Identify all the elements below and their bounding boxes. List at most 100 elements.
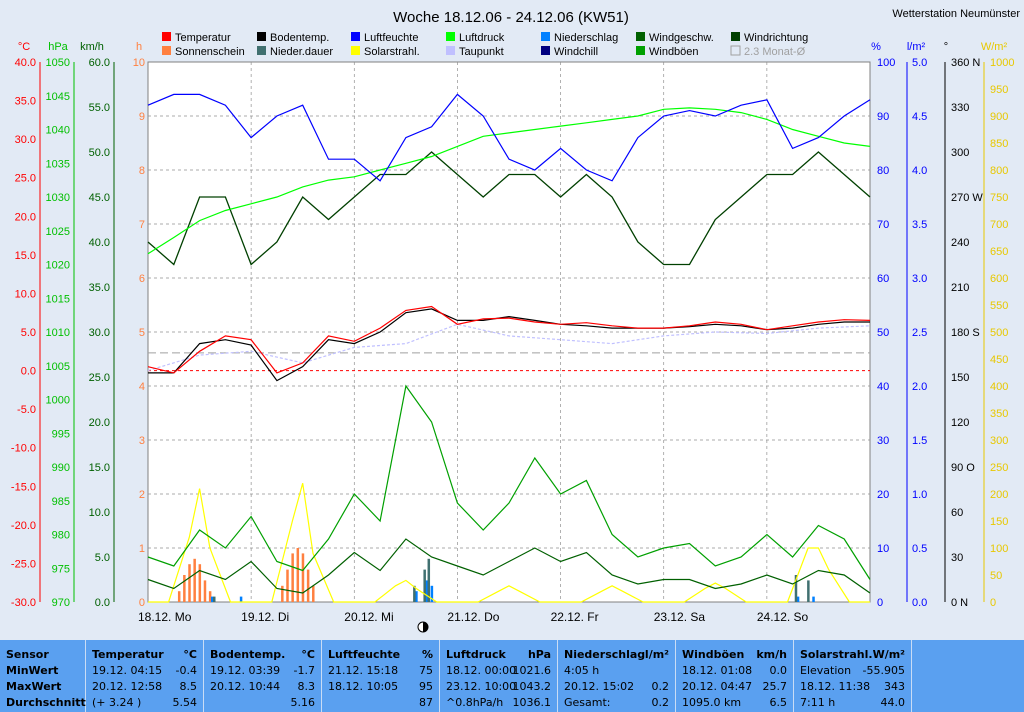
legend-swatch xyxy=(257,32,266,41)
axis-tick-temp: -20.0 xyxy=(11,520,36,532)
legend-label: 2.3 Monat-Ø xyxy=(744,46,806,58)
axis-tick-temp: -30.0 xyxy=(11,597,36,609)
axis-tick-humidity: 90 xyxy=(877,111,889,123)
bar-niederschlag xyxy=(425,580,428,602)
stats-cell-label: MaxWert xyxy=(6,680,62,693)
bar-sonnenschein xyxy=(296,548,300,602)
axis-tick-pressure: 1015 xyxy=(46,293,70,305)
axis-tick-temp: 5.0 xyxy=(21,327,36,339)
stats-cell-value: 0.2 xyxy=(651,696,670,709)
stats-header: Bodentemp. °C xyxy=(210,647,315,663)
stats-row: Gesamt: 0.2 xyxy=(564,695,669,711)
axis-tick-temp: 40.0 xyxy=(15,57,36,69)
legend-swatch xyxy=(446,46,455,55)
axis-tick-solar: 50 xyxy=(990,570,1002,582)
stats-cell-value: 5.54 xyxy=(172,696,198,709)
stats-row: 18.12. 00:00 1021.6 xyxy=(446,663,551,679)
stats-cell-value: 0.0 xyxy=(769,664,788,677)
legend-swatch xyxy=(636,32,645,41)
now-marker-icon xyxy=(417,621,429,633)
axis-tick-pressure: 1010 xyxy=(46,327,70,339)
stats-row: Elevation -55.905 xyxy=(800,663,905,679)
axis-tick-rain: 4.5 xyxy=(912,111,927,123)
legend-swatch xyxy=(351,32,360,41)
stats-cell-value: 25.7 xyxy=(762,680,788,693)
stats-cell-label: 20.12. 10:44 xyxy=(210,680,281,693)
axis-tick-temp: -25.0 xyxy=(11,558,36,570)
axis-tick-pressure: 990 xyxy=(52,462,70,474)
stats-row: Durchschnitt xyxy=(6,695,86,711)
legend-label: Luftfeuchte xyxy=(364,32,418,44)
legend-swatch xyxy=(730,45,741,56)
axis-tick-pressure: 1035 xyxy=(46,158,70,170)
stats-header-unit: W/m² xyxy=(872,648,905,661)
stats-row: 23.12. 10:00 1043.2 xyxy=(446,679,551,695)
stats-cell-value: 8.5 xyxy=(179,680,198,693)
stats-cell-label: 18.12. 00:00 xyxy=(446,664,517,677)
axis-tick-pressure: 980 xyxy=(52,530,70,542)
axis-tick-hours: 4 xyxy=(139,381,145,393)
stats-header-unit: l/m² xyxy=(644,648,669,661)
axis-tick-pressure: 975 xyxy=(52,563,70,575)
stats-cell-label: ^0.8hPa/h xyxy=(446,696,504,709)
axis-tick-solar: 550 xyxy=(990,300,1008,312)
legend-label: Bodentemp. xyxy=(270,32,329,44)
x-tick-label: 21.12. Do xyxy=(447,610,499,624)
stats-cell-label: 21.12. 15:18 xyxy=(328,664,399,677)
stats-cell-value: 1043.2 xyxy=(512,680,552,693)
axis-tick-temp: 15.0 xyxy=(15,250,36,262)
legend-swatch xyxy=(257,46,266,55)
axis-tick-humidity: 100 xyxy=(877,57,895,69)
axis-tick-pressure: 1045 xyxy=(46,91,70,103)
bar-niederdauer xyxy=(794,575,798,602)
axis-tick-solar: 950 xyxy=(990,84,1008,96)
axis-tick-humidity: 70 xyxy=(877,219,889,231)
bar-sonnenschein xyxy=(188,564,191,602)
axis-unit-humidity: % xyxy=(871,41,881,53)
x-tick-label: 19.12. Di xyxy=(241,610,289,624)
series-line-bodentemp xyxy=(148,308,870,382)
axis-tick-rain: 0.0 xyxy=(912,597,927,609)
axis-tick-pressure: 985 xyxy=(52,496,70,508)
stats-cell-value: -55.905 xyxy=(862,664,905,677)
stats-cell-label: 20.12. 15:02 xyxy=(564,680,635,693)
axis-tick-humidity: 20 xyxy=(877,489,889,501)
legend-layer: Temperatur Sonnenschein Bodentemp. Nieder.d… xyxy=(162,32,808,58)
legend-swatch xyxy=(731,32,740,41)
axis-tick-direction: 180 S xyxy=(951,327,980,339)
series-line-windrichtung xyxy=(147,151,871,266)
bar-niederdauer xyxy=(423,569,426,602)
stats-cell-label: 18.12. 01:08 xyxy=(682,664,753,677)
stats-cell-label: (+ 3.24 ) xyxy=(92,696,142,709)
stats-header-unit: hPa xyxy=(527,648,551,661)
stats-cell-label: 7:11 h xyxy=(800,696,836,709)
stats-cell-label: 20.12. 12:58 xyxy=(92,680,163,693)
bar-sonnenschein xyxy=(306,569,310,602)
legend-label: Windchill xyxy=(554,46,598,58)
stats-cell-label: 1095.0 km xyxy=(682,696,742,709)
bar-sonnenschein xyxy=(198,564,202,602)
bar-niederdauer xyxy=(413,585,416,602)
stats-row: 19.12. 03:39 -1.7 xyxy=(210,663,315,679)
legend-swatch xyxy=(351,46,360,55)
stats-cell-value: 87 xyxy=(419,696,433,709)
axis-tick-wind: 5.0 xyxy=(95,552,110,564)
stats-cell-value: -0.4 xyxy=(175,664,197,677)
axis-tick-solar: 200 xyxy=(990,489,1008,501)
axis-tick-hours: 5 xyxy=(139,327,145,339)
axis-unit-wind: km/h xyxy=(80,41,104,53)
stats-cell-value: 5.16 xyxy=(290,696,316,709)
axis-tick-wind: 55.0 xyxy=(89,102,110,114)
series-line-windgeschw xyxy=(147,538,871,594)
bar-niederdauer xyxy=(807,580,810,602)
stats-cell-value: 8.3 xyxy=(297,680,316,693)
axis-tick-rain: 3.0 xyxy=(912,273,927,285)
stats-column: Windböen km/h 18.12. 01:08 0.0 20.12. 04:47 2… xyxy=(676,640,794,712)
statistics-panel: Sensor MinWert MaxWert Durchschnitt Temperat… xyxy=(0,640,1024,712)
axis-tick-rain: 0.5 xyxy=(912,543,927,555)
series-line-taupunkt xyxy=(147,323,871,372)
axis-tick-hours: 1 xyxy=(139,543,145,555)
bar-niederschlag xyxy=(239,596,243,602)
legend-swatch xyxy=(162,32,171,41)
bar-sonnenschein xyxy=(208,591,212,602)
